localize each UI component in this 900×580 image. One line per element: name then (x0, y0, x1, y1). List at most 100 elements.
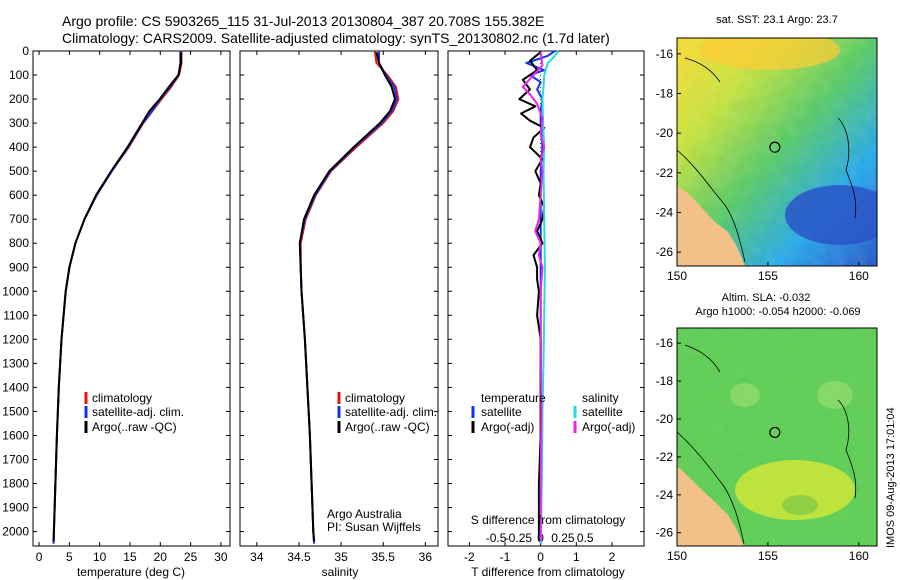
map-y-tick-label: -16 (656, 336, 674, 350)
legend-t-argo-label: Argo(-adj) (481, 420, 534, 434)
salinity-panel: 34 34.5 35 35.5 36 salinity climatology sate… (239, 50, 439, 579)
sla-argo-marker (769, 426, 781, 439)
temperature-xlabel: temperature (deg C) (77, 565, 185, 579)
x-tick-label: 34.5 (287, 550, 311, 564)
legend-climatology-label: climatology (92, 391, 152, 405)
y-tick-label: 1400 (2, 380, 29, 394)
map-x-tick-label: 155 (758, 549, 778, 563)
imos-stamp: IMOS 09-Aug-2013 17:01:04 (885, 407, 897, 548)
x-tick-label: 1 (573, 550, 580, 564)
legend-salinity-heading: salinity (582, 391, 619, 405)
credit-line1: Argo Australia (327, 507, 402, 521)
legend-satellite-label: satellite-adj. clim. (92, 405, 184, 419)
y-tick-label: 1700 (2, 452, 29, 466)
top-tick-label: -0.25 (505, 531, 533, 545)
map-x-tick-label: 155 (758, 269, 778, 283)
y-tick-label: 900 (9, 260, 29, 274)
y-tick-label: 700 (9, 212, 29, 226)
map-y-tick-label: -16 (656, 47, 674, 61)
difference-panel: -2 -1 0 1 2-0.5-0.25 0 0.25 0.5 S difference fr… (447, 50, 645, 579)
map-y-tick-label: -20 (656, 126, 674, 140)
x-tick-label: 20 (154, 550, 168, 564)
y-tick-label: 600 (9, 188, 29, 202)
sla-low-patch (782, 495, 818, 515)
sst-cool-patch (785, 185, 877, 245)
y-tick-label: 800 (9, 236, 29, 250)
sst-coast-contour (677, 149, 746, 263)
x-tick-label: 34 (250, 550, 264, 564)
y-tick-label: 1300 (2, 356, 29, 370)
legend-s-argo-label: Argo(-adj) (582, 420, 635, 434)
series-line-argo-raw-qc- (298, 51, 396, 542)
series-line-climatology (299, 50, 400, 544)
x-tick-label: -1 (500, 550, 511, 564)
y-tick-label: 0 (22, 44, 29, 58)
x-tick-label: 36 (419, 550, 433, 564)
y-tick-label: 1000 (2, 284, 29, 298)
map-y-tick-label: -18 (656, 87, 674, 101)
difference-axes-frame (447, 50, 645, 547)
series-line-salinity-satellite (539, 50, 560, 544)
x-tick-label: 0 (537, 550, 544, 564)
y-tick-label: 100 (9, 68, 29, 82)
y-tick-label: 300 (9, 116, 29, 130)
series-line-climatology (52, 51, 183, 544)
sla-high-patch (735, 460, 855, 520)
y-tick-label: 200 (9, 92, 29, 106)
sst-reef-contour (837, 117, 857, 219)
y-tick-label: 1200 (2, 332, 29, 346)
map-x-tick-label: 150 (667, 269, 687, 283)
map-y-tick-label: -20 (656, 412, 674, 426)
sst-warm-patch (700, 38, 840, 70)
legend-s-satellite-label: satellite (582, 405, 623, 419)
sla-coast-contour (677, 431, 745, 545)
series-line-temperature-argo-adj- (518, 51, 546, 542)
map-x-tick-label: 150 (667, 549, 687, 563)
sla-reef-contour (837, 399, 857, 499)
x-tick-label: 2 (609, 550, 616, 564)
sla-map-title-line2: Argo h1000: -0.054 h2000: -0.069 (695, 306, 860, 318)
x-tick-label: 35 (334, 550, 348, 564)
difference-top-xlabel: S difference from climatology (471, 513, 626, 527)
sst-map-frame (676, 37, 878, 267)
legend-t-satellite-label: satellite (481, 405, 522, 419)
map-y-tick-label: -24 (656, 205, 674, 219)
map-y-tick-label: -26 (656, 245, 674, 259)
legend-argo-label: Argo(..raw -QC) (345, 420, 430, 434)
salinity-legend: climatology satellite-adj. clim. Argo(..… (337, 391, 437, 434)
legend-argo-label: Argo(..raw -QC) (92, 420, 177, 434)
legend-climatology-label: climatology (345, 391, 405, 405)
top-tick-label: 0.25 (551, 531, 575, 545)
y-tick-label: 1500 (2, 404, 29, 418)
difference-legend: temperature satellite Argo(-adj) salinit… (471, 391, 635, 434)
sla-map-frame (676, 327, 878, 547)
map-x-tick-label: 160 (849, 549, 869, 563)
x-tick-label: 15 (123, 550, 137, 564)
legend-satellite-label: satellite-adj. clim. (345, 405, 437, 419)
series-line-satellite-adj-clim- (52, 51, 182, 544)
sst-argo-marker (769, 141, 781, 153)
x-tick-label: 5 (66, 550, 73, 564)
y-tick-label: 1800 (2, 477, 29, 491)
x-tick-label: 25 (184, 550, 198, 564)
figure-title-line2: Climatology: CARS2009. Satellite-adjuste… (62, 30, 610, 46)
salinity-axes-frame (239, 50, 439, 547)
y-tick-label: 1900 (2, 501, 29, 515)
x-tick-label: 30 (214, 550, 228, 564)
figure-title-line1: Argo profile: CS 5903265_115 31-Jul-2013… (62, 13, 544, 29)
x-tick-label: 35.5 (372, 550, 396, 564)
sla-map-title-line1: Altim. SLA: -0.032 (722, 292, 811, 304)
temperature-panel: 0 5 10 15 20 25 300100200300400500600700800900… (2, 44, 231, 579)
y-tick-label: 1600 (2, 428, 29, 442)
y-tick-label: 1100 (3, 308, 29, 322)
series-line-salinity-argo-adj- (521, 52, 546, 542)
y-tick-label: 500 (9, 164, 29, 178)
sla-land (677, 466, 744, 546)
sst-map-title: sat. SST: 23.1 Argo: 23.7 (716, 14, 838, 26)
salinity-xlabel: salinity (322, 565, 359, 579)
map-y-tick-label: -18 (656, 374, 674, 388)
x-tick-label: 0 (36, 550, 43, 564)
temperature-axes-frame (32, 50, 231, 547)
x-tick-label: 10 (93, 550, 107, 564)
